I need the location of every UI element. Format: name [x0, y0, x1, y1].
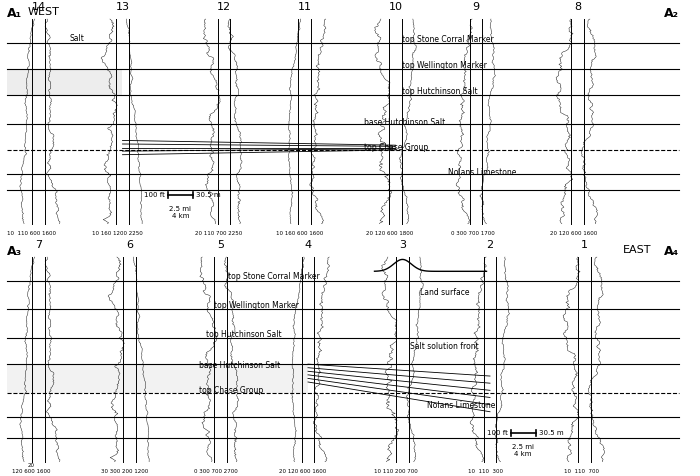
Text: 3: 3	[399, 240, 406, 250]
Text: 9: 9	[473, 2, 480, 12]
Text: 10 160 1200 2250: 10 160 1200 2250	[92, 230, 143, 236]
Text: A₄: A₄	[664, 245, 679, 258]
Text: 100 ft: 100 ft	[486, 430, 507, 436]
Text: 4: 4	[304, 240, 312, 250]
Text: top Wellington Marker: top Wellington Marker	[214, 301, 298, 310]
Text: 6: 6	[126, 240, 133, 250]
Text: 0 300 700 2700: 0 300 700 2700	[194, 468, 237, 474]
Text: 20 120 600 1600: 20 120 600 1600	[550, 230, 598, 236]
Text: base Hutchinson Salt: base Hutchinson Salt	[364, 118, 445, 127]
Text: 20
120 600 1600: 20 120 600 1600	[11, 463, 50, 474]
Text: 10: 10	[389, 2, 402, 12]
Text: 1: 1	[581, 240, 588, 250]
Text: 11: 11	[298, 2, 312, 12]
Text: 8: 8	[574, 2, 581, 12]
Text: 5: 5	[217, 240, 224, 250]
Text: EAST: EAST	[622, 245, 651, 255]
Text: Salt solution front: Salt solution front	[410, 342, 478, 351]
Text: top Wellington Marker: top Wellington Marker	[402, 61, 487, 70]
Text: 100 ft: 100 ft	[144, 192, 164, 198]
Text: 2.5 mi: 2.5 mi	[512, 444, 534, 450]
Text: 4 km: 4 km	[514, 451, 532, 457]
Text: 13: 13	[116, 2, 130, 12]
Text: 10 110 200 700: 10 110 200 700	[374, 468, 418, 474]
Text: top Stone Corral Marker: top Stone Corral Marker	[402, 35, 494, 44]
Text: 10  110 600 1600: 10 110 600 1600	[7, 230, 56, 236]
Text: Nolans Limestone: Nolans Limestone	[427, 401, 496, 410]
Text: Nolans Limestone: Nolans Limestone	[448, 168, 517, 177]
Text: 30.5 m: 30.5 m	[196, 192, 220, 198]
Text: 14: 14	[32, 2, 46, 12]
Text: 12: 12	[217, 2, 231, 12]
Text: Salt: Salt	[70, 34, 85, 42]
Text: 7: 7	[35, 240, 42, 250]
Text: base Hutchinson Salt: base Hutchinson Salt	[199, 361, 281, 370]
Text: 20 120 600 1800: 20 120 600 1800	[366, 230, 414, 236]
Text: top Hutchinson Salt: top Hutchinson Salt	[206, 330, 282, 339]
Text: 2: 2	[486, 240, 493, 250]
Text: 30 300 200 1200: 30 300 200 1200	[101, 468, 148, 474]
Text: A₂: A₂	[664, 7, 679, 20]
Text: 2.5 mi: 2.5 mi	[169, 206, 191, 212]
Text: 10 160 600 1600: 10 160 600 1600	[276, 230, 323, 236]
Text: Land surface: Land surface	[420, 288, 470, 297]
Polygon shape	[7, 364, 308, 393]
Text: 10  110  700: 10 110 700	[564, 468, 598, 474]
Text: 4 km: 4 km	[172, 213, 189, 219]
Text: 30.5 m: 30.5 m	[539, 430, 564, 436]
Text: 0 300 700 1700: 0 300 700 1700	[451, 230, 494, 236]
Text: top Hutchinson Salt: top Hutchinson Salt	[402, 87, 478, 96]
Text: A₁: A₁	[7, 7, 22, 20]
Text: 20 110 700 2250: 20 110 700 2250	[195, 230, 242, 236]
Text: 10  110  300: 10 110 300	[468, 468, 503, 474]
Text: 20 120 600 1600: 20 120 600 1600	[279, 468, 327, 474]
Text: top Stone Corral Marker: top Stone Corral Marker	[228, 272, 319, 280]
Polygon shape	[7, 69, 122, 95]
Text: top Chase Group: top Chase Group	[364, 143, 428, 152]
Text: WEST: WEST	[28, 7, 60, 17]
Text: top Chase Group: top Chase Group	[199, 386, 264, 395]
Text: A₃: A₃	[7, 245, 22, 258]
